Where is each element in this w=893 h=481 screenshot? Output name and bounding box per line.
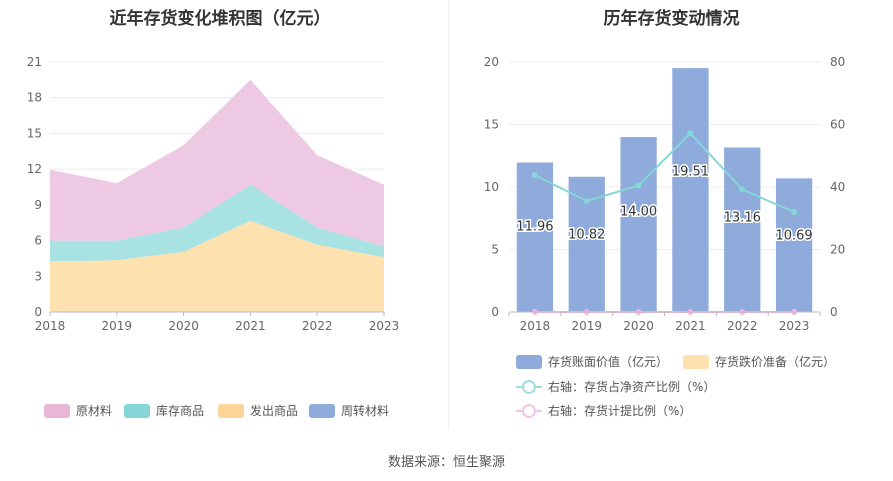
bar-value-label: 10.69 — [775, 228, 812, 243]
legend-swatch — [683, 354, 709, 369]
x-tick-label: 2018 — [520, 319, 551, 333]
legend-label: 存货账面价值（亿元） — [548, 355, 669, 369]
bar-value-label: 14.00 — [620, 205, 657, 220]
data-source: 数据来源：恒生聚源 — [387, 455, 505, 470]
y-right-tick-label: 60 — [830, 118, 845, 132]
legend-item-book-value[interactable]: 存货账面价值（亿元） — [516, 353, 668, 370]
y-tick-label: 0 — [34, 305, 42, 319]
legend-item-raw-materials[interactable]: 原材料 — [44, 402, 112, 419]
x-tick-label: 2023 — [369, 319, 400, 333]
legend-label: 发出商品 — [250, 404, 299, 418]
y-right-tick-label: 20 — [830, 243, 845, 257]
y-left-tick-label: 15 — [484, 118, 499, 132]
bar-value-label: 10.82 — [568, 228, 605, 243]
legend-swatch — [44, 403, 70, 418]
y-right-tick-label: 0 — [830, 305, 838, 319]
right-chart-title: 历年存货变动情况 — [603, 9, 740, 29]
x-tick-label: 2020 — [168, 319, 199, 333]
area-3 — [50, 184, 384, 262]
x-tick-label: 2023 — [779, 319, 810, 333]
bar-value-label: 13.16 — [724, 211, 761, 226]
legend-label: 库存商品 — [156, 404, 205, 418]
y-left-tick-label: 5 — [491, 243, 499, 257]
y-left-tick-label: 0 — [491, 305, 499, 319]
legend-marker — [516, 403, 542, 418]
bar — [775, 178, 813, 312]
y-tick-label: 15 — [27, 126, 42, 140]
net-asset-ratio-point — [791, 209, 798, 215]
stacked-area-chart: 0 3 6 9 12 15 18 21 2018 2019 2020 2021 2022 2023 — [27, 55, 400, 333]
x-tick-label: 2022 — [302, 319, 333, 333]
y-tick-label: 18 — [27, 91, 42, 105]
panel-divider — [448, 0, 449, 430]
net-asset-ratio-point — [687, 130, 694, 137]
legend-item-finished-goods[interactable]: 库存商品 — [124, 402, 204, 419]
y-left-tick-label: 20 — [484, 55, 499, 69]
x-tick-label: 2019 — [571, 319, 602, 333]
legend-swatch — [309, 403, 335, 418]
legend-label: 存货跌价准备（亿元） — [715, 355, 836, 369]
bar — [672, 68, 709, 312]
x-tick-label: 2021 — [675, 319, 706, 333]
legend-item-shipped-goods[interactable]: 发出商品 — [218, 402, 298, 419]
net-asset-ratio-point — [531, 172, 538, 179]
left-chart-title: 近年存货变化堆积图（亿元） — [109, 9, 331, 29]
y-tick-label: 3 — [34, 269, 42, 283]
legend-swatch — [218, 403, 244, 418]
x-tick-label: 2018 — [35, 319, 66, 333]
bar — [724, 147, 761, 312]
x-tick-label: 2022 — [727, 319, 758, 333]
legend-label: 周转材料 — [341, 404, 390, 418]
net-asset-ratio-line — [534, 131, 795, 213]
legend-label: 原材料 — [76, 404, 113, 418]
bar — [516, 162, 554, 312]
legend-marker — [516, 379, 542, 394]
y-tick-label: 6 — [34, 234, 42, 248]
legend-label: 右轴：存货占净资产比例（%） — [548, 380, 716, 394]
y-right-tick-label: 40 — [830, 180, 845, 194]
y-tick-label: 21 — [27, 55, 42, 69]
legend-item-turnover-materials[interactable]: 周转材料 — [309, 402, 389, 419]
legend-swatch — [516, 354, 542, 369]
y-tick-label: 9 — [34, 198, 42, 212]
area-2 — [50, 220, 384, 312]
bar-value-label: 11.96 — [516, 219, 553, 234]
net-asset-ratio-point — [635, 182, 642, 189]
legend-item-net-asset-ratio[interactable]: 右轴：存货占净资产比例（%） — [516, 378, 715, 395]
legend-swatch — [124, 403, 150, 418]
legend-item-impairment[interactable]: 存货跌价准备（亿元） — [683, 353, 835, 370]
net-asset-ratio-point — [739, 186, 746, 193]
x-tick-label: 2019 — [102, 319, 133, 333]
bar-line-chart: 0 5 10 15 20 0 20 40 60 80 11.96 10.82 14.00 19.51 13.… — [484, 55, 846, 333]
x-tick-label: 2020 — [623, 319, 654, 333]
area-4 — [50, 79, 384, 247]
y-left-tick-label: 10 — [484, 180, 499, 194]
net-asset-ratio-point — [583, 198, 590, 205]
bar — [620, 137, 657, 312]
bar-value-label: 19.51 — [672, 165, 709, 180]
y-right-tick-label: 80 — [830, 55, 845, 69]
legend-item-provision-ratio[interactable]: 右轴：存货计提比例（%） — [516, 402, 691, 419]
y-tick-label: 12 — [27, 162, 42, 176]
legend-label: 右轴：存货计提比例（%） — [548, 404, 692, 418]
x-tick-label: 2021 — [235, 319, 266, 333]
